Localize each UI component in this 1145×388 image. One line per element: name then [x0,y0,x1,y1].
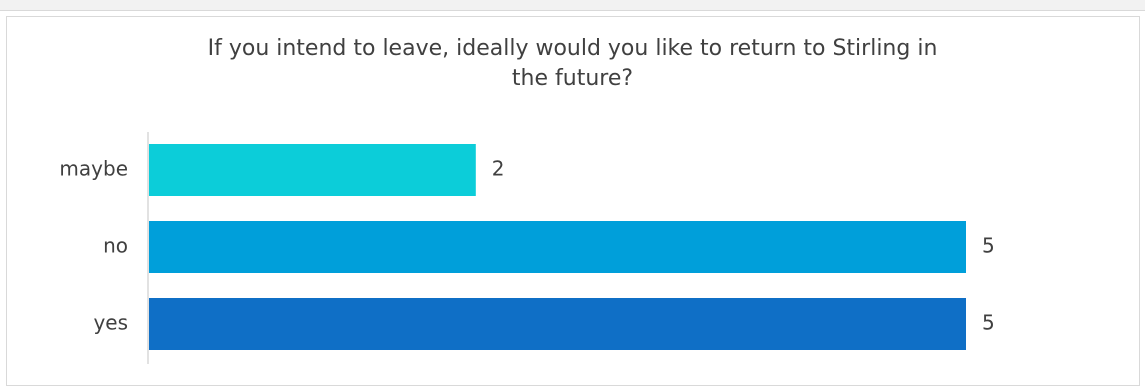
category-label-no: no [103,234,128,258]
top-strip [0,0,1145,11]
bar-yes [149,298,966,350]
chart-title-line-1: If you intend to leave, ideally would yo… [207,36,938,61]
bar-maybe [149,144,476,196]
value-labels-group: 2 5 5 [492,157,995,335]
value-label-maybe: 2 [492,157,505,181]
chart-title-line-2: the future? [511,66,634,91]
chart-title: If you intend to leave, ideally would yo… [0,34,1145,94]
value-label-yes: 5 [982,311,995,335]
bars-group [149,144,966,350]
category-labels-group: maybe no yes [59,157,128,335]
category-label-maybe: maybe [59,157,128,181]
category-label-yes: yes [93,311,128,335]
value-label-no: 5 [982,234,995,258]
bar-no [149,221,966,273]
